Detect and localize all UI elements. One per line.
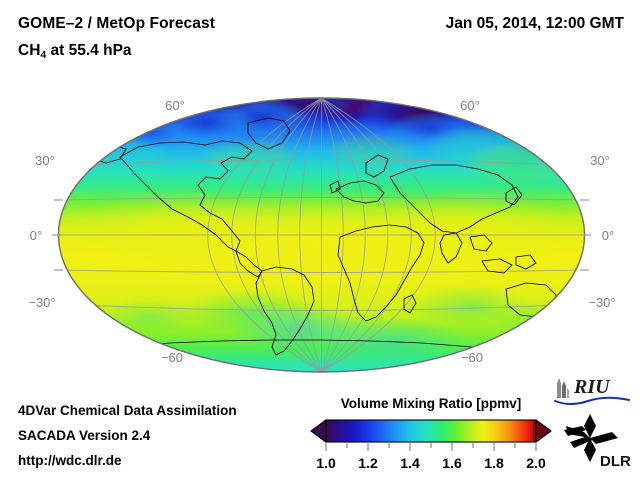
global-map: 60° 60° 30° 30° 0° 0° −30° −30° −60 −60	[0, 85, 640, 385]
lat-labels: 60° 60° 30° 30° 0° 0° −30° −30° −60 −60	[28, 98, 615, 365]
riu-logo-text: RIU	[573, 376, 611, 398]
page-title: GOME–2 / MetOp Forecast	[18, 15, 215, 32]
colorbar-extend-low	[310, 419, 327, 443]
species-level-suffix: at 55.4 hPa	[46, 42, 132, 59]
lat-label-60-right: 60°	[460, 98, 480, 113]
lat-label-0-right: 0°	[602, 228, 614, 243]
colorbar-tick-label: 1.6	[442, 455, 462, 471]
map-graticule	[58, 98, 585, 372]
riu-tower-icon	[557, 378, 569, 398]
dlr-logo: DLR	[564, 414, 631, 470]
dlr-blade-icon	[564, 414, 618, 462]
colorbar-title: Volume Mixing Ratio [ppmv]	[340, 396, 522, 411]
lat-label-30-right: 30°	[590, 153, 610, 168]
species-prefix: CH	[18, 42, 41, 59]
colorbar-tick-label: 2.0	[526, 455, 546, 471]
footer-line-url[interactable]: http://wdc.dlr.de	[18, 453, 122, 468]
forecast-datetime: Jan 05, 2014, 12:00 GMT	[445, 15, 624, 32]
lat-label-minus60-right: −60	[461, 350, 483, 365]
lat-label-30-left: 30°	[35, 153, 55, 168]
lat-label-60-left: 60°	[165, 98, 185, 113]
lat-label-0-left: 0°	[30, 228, 42, 243]
colorbar-tick-label: 1.4	[400, 455, 420, 471]
footer-line-version: SACADA Version 2.4	[18, 428, 151, 443]
lat-label-minus30-left: −30°	[28, 295, 55, 310]
footer-line-method: 4DVar Chemical Data Assimilation	[18, 403, 237, 418]
colorbar-gradient	[325, 419, 537, 443]
lat-label-minus60-left: −60	[161, 350, 183, 365]
riu-wave-icon	[554, 396, 630, 405]
colorbar-svg: 1.0 1.2 1.4 1.6 1.8 2.0	[310, 419, 552, 471]
dlr-logo-text: DLR	[600, 453, 631, 470]
colorbar-tick-label: 1.0	[316, 455, 336, 471]
colorbar-extend-high	[535, 419, 552, 443]
riu-logo: RIU	[554, 376, 630, 405]
lat-label-minus30-right: −30°	[588, 295, 615, 310]
species-subscript: 4	[40, 49, 47, 61]
colorbar-tick-label: 1.2	[358, 455, 378, 471]
map-svg: 60° 60° 30° 30° 0° 0° −30° −30° −60 −60	[28, 97, 616, 373]
map-data-field	[58, 98, 585, 372]
lat-ticks	[52, 199, 591, 271]
species-level-label: CH4 at 55.4 hPa	[18, 42, 132, 61]
colorbar-ticks	[325, 443, 537, 451]
colorbar-tick-label: 1.8	[484, 455, 504, 471]
colorbar: Volume Mixing Ratio [ppmv]	[310, 396, 552, 474]
